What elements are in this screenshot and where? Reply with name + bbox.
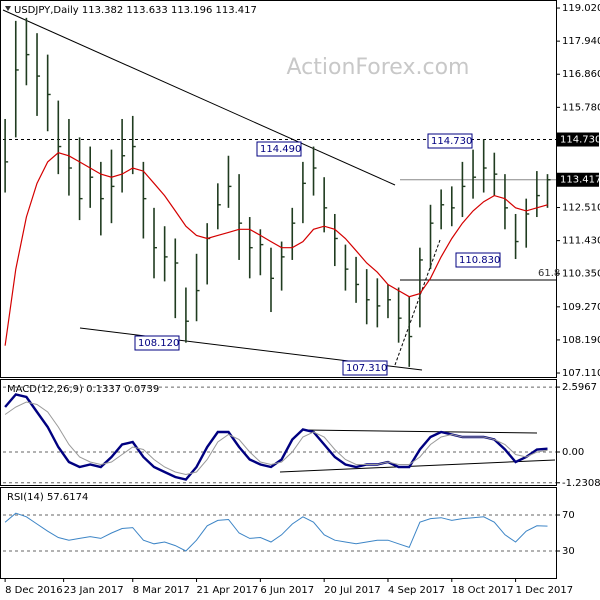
y-tick-label: 116.860 (562, 69, 600, 80)
y-tick-label: 117.940 (562, 36, 600, 47)
y-tick-label: 70 (562, 510, 575, 521)
x-tick-label: 20 Jul 2017 (324, 585, 381, 596)
price-box-label: 113.417 (560, 175, 600, 186)
x-tick-label: 18 Oct 2017 (452, 585, 514, 596)
y-tick-label: 119.020 (562, 3, 600, 14)
annotation: 107.310 (346, 363, 387, 374)
trend-line (279, 459, 556, 473)
panel-icon (5, 6, 11, 11)
y-tick-label: 107.110 (562, 368, 600, 379)
annotation: 110.830 (459, 255, 500, 266)
y-tick-label: 0.00 (562, 447, 584, 458)
y-tick-label: 115.780 (562, 102, 600, 113)
annotation: 114.490 (260, 144, 301, 155)
rsi-panel (0, 487, 557, 579)
macd-panel (0, 379, 557, 486)
x-tick-label: 1 Dec 2017 (516, 585, 574, 596)
y-tick-label: 111.430 (562, 236, 600, 247)
x-tick-label: 21 Apr 2017 (197, 585, 259, 596)
y-tick-label: 109.270 (562, 302, 600, 313)
trend-line (394, 239, 441, 366)
rsi-line (4, 512, 548, 552)
annotation: 61.8 (538, 268, 560, 279)
annotation: 108.120 (138, 338, 179, 349)
trend-line (2, 9, 396, 186)
annotation-box (134, 335, 180, 351)
y-tick-label: -1.2308 (562, 478, 600, 489)
trend-line (304, 429, 538, 434)
moving-average (4, 152, 548, 346)
x-tick-label: 6 Jun 2017 (260, 585, 314, 596)
price-box (557, 172, 599, 187)
y-tick-label: 2.5967 (562, 382, 597, 393)
annotation-box (427, 133, 473, 149)
price-box-label: 114.730 (560, 135, 600, 146)
x-tick-label: 8 Mar 2017 (133, 585, 190, 596)
y-tick-label: 108.190 (562, 335, 600, 346)
annotation: 114.730 (431, 136, 472, 147)
watermark: ActionForex.com (287, 55, 470, 80)
annotation-box (256, 141, 302, 157)
x-tick-label: 23 Jan 2017 (64, 585, 124, 596)
x-tick-label: 4 Sep 2017 (388, 585, 445, 596)
macd-title: MACD(12,26,9) 0.1337 0.0739 (7, 384, 159, 395)
y-tick-label: 30 (562, 546, 575, 557)
annotation-box (342, 360, 388, 376)
annotation-box (455, 252, 501, 268)
price-box (557, 132, 599, 147)
macd-line (4, 401, 548, 476)
rsi-title: RSI(14) 57.6174 (7, 492, 88, 503)
y-tick-label: 110.350 (562, 269, 600, 280)
price-title: USDJPY,Daily 113.382 113.633 113.196 113… (14, 5, 257, 16)
y-tick-label: 112.510 (562, 203, 600, 214)
price-panel (0, 0, 557, 378)
x-tick-label: 8 Dec 2016 (5, 585, 63, 596)
